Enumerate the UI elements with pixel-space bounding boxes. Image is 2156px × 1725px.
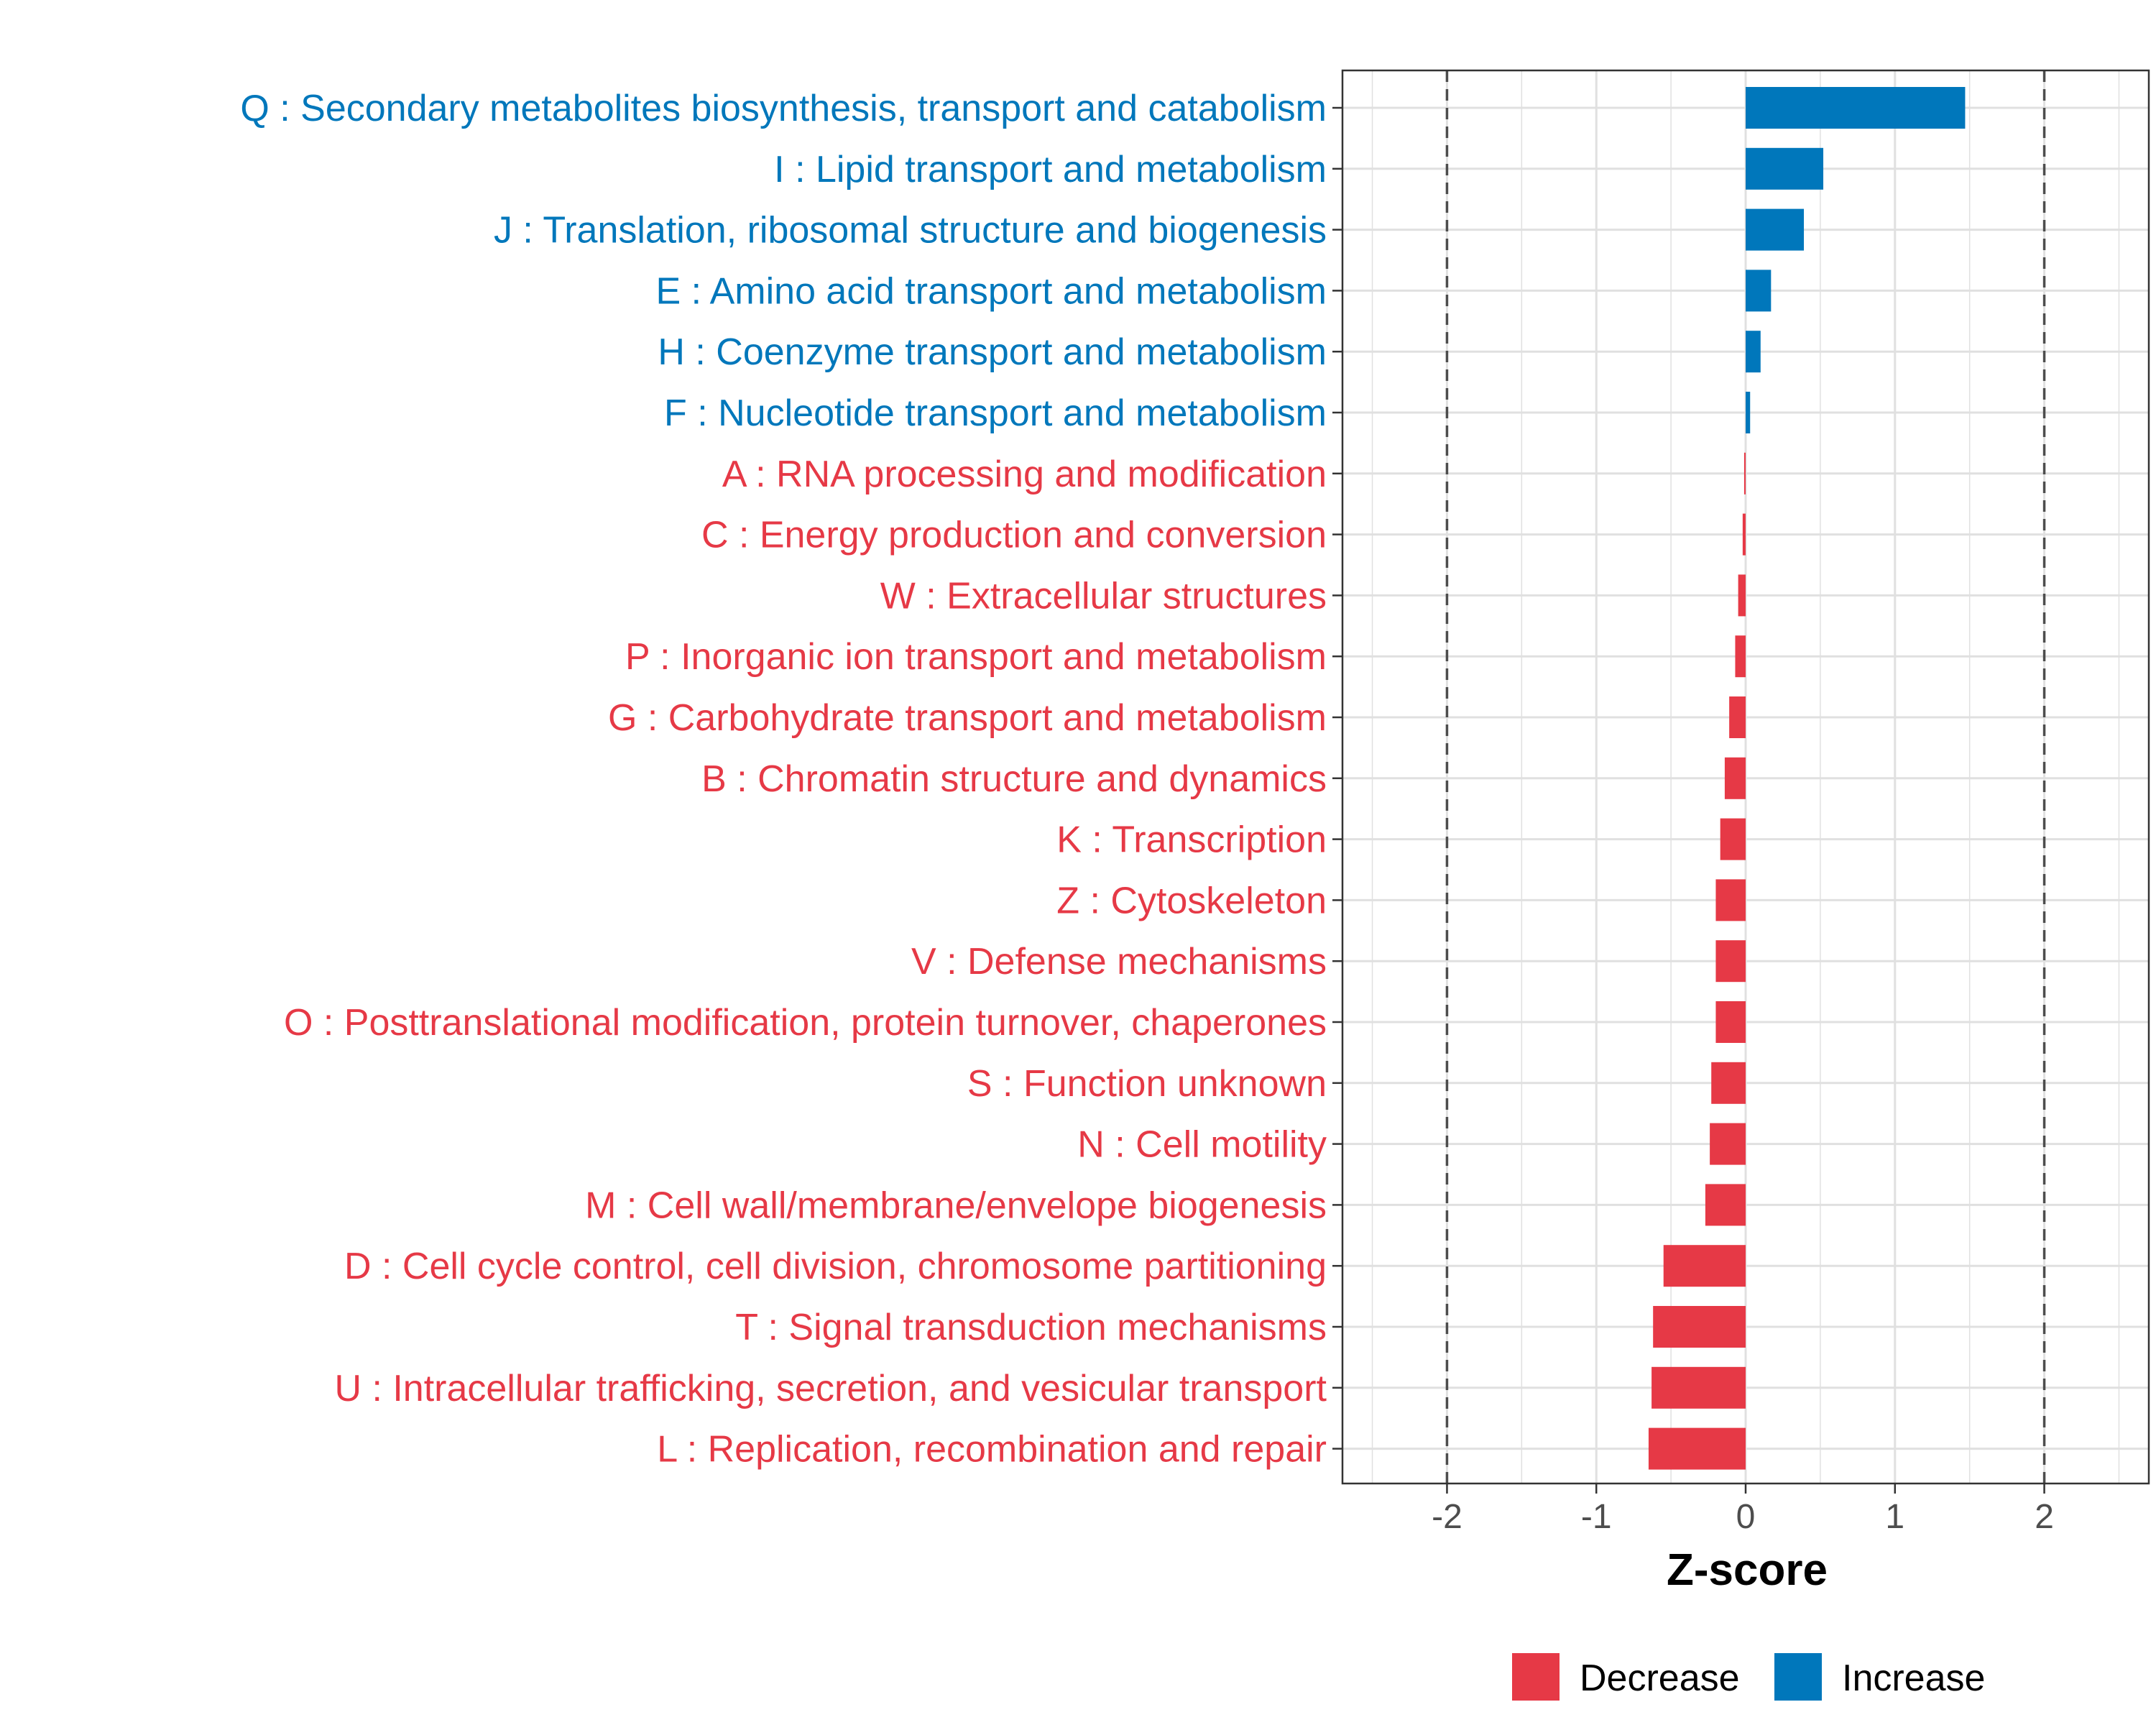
bar-decrease xyxy=(1715,1001,1746,1043)
category-label: T : Signal transduction mechanisms xyxy=(735,1307,1327,1348)
reference-lines xyxy=(1445,70,2046,1484)
category-label: U : Intracellular trafficking, secretion… xyxy=(334,1368,1327,1409)
bar-decrease xyxy=(1720,818,1746,860)
bar-decrease xyxy=(1738,574,1746,617)
category-label: G : Carbohydrate transport and metabolis… xyxy=(608,697,1327,739)
bar-decrease xyxy=(1653,1306,1746,1348)
category-label: M : Cell wall/membrane/envelope biogenes… xyxy=(585,1184,1327,1226)
x-tick-label: 0 xyxy=(1736,1498,1756,1536)
legend-label-increase: Increase xyxy=(1842,1657,1985,1699)
bar-decrease xyxy=(1651,1366,1746,1409)
legend: Decrease Increase xyxy=(1512,1653,1985,1701)
category-label: F : Nucleotide transport and metabolism xyxy=(664,392,1327,434)
bar-decrease xyxy=(1742,513,1746,556)
x-tick-label: 2 xyxy=(2035,1498,2054,1536)
bar-decrease xyxy=(1705,1184,1746,1226)
x-tick-labels: -2 -1 0 1 2 xyxy=(1432,1498,2054,1536)
category-label: E : Amino acid transport and metabolism xyxy=(655,270,1327,312)
category-label: N : Cell motility xyxy=(1077,1124,1327,1166)
bar-increase xyxy=(1746,147,1824,190)
x-tick-label: -2 xyxy=(1432,1498,1462,1536)
category-label: V : Defense mechanisms xyxy=(911,941,1327,983)
bar-decrease xyxy=(1710,1123,1746,1165)
bar-decrease xyxy=(1715,879,1746,921)
category-label: W : Extracellular structures xyxy=(880,575,1327,617)
category-label: Z : Cytoskeleton xyxy=(1056,880,1327,921)
category-label: S : Function unknown xyxy=(967,1063,1327,1105)
bar-increase xyxy=(1746,208,1805,251)
category-label: K : Transcription xyxy=(1056,819,1327,861)
category-label: I : Lipid transport and metabolism xyxy=(774,149,1327,190)
bar-decrease xyxy=(1715,940,1746,983)
legend-swatch-increase xyxy=(1774,1653,1822,1701)
legend-swatch-decrease xyxy=(1512,1653,1560,1701)
category-label: O : Posttranslational modification, prot… xyxy=(284,1002,1327,1044)
category-label: L : Replication, recombination and repai… xyxy=(657,1429,1327,1471)
bar-increase xyxy=(1746,392,1751,433)
y-axis-ticks xyxy=(1332,106,1342,1450)
x-tick-label: -1 xyxy=(1581,1498,1612,1536)
x-axis-title: Z-score xyxy=(1667,1545,1828,1595)
bar-increase xyxy=(1746,270,1772,312)
bar-decrease xyxy=(1648,1427,1746,1470)
bar-decrease xyxy=(1735,635,1746,678)
bars xyxy=(1648,87,1966,1470)
bar-decrease xyxy=(1724,757,1746,799)
category-label: J : Translation, ribosomal structure and… xyxy=(494,210,1327,252)
bar-increase xyxy=(1746,331,1761,373)
category-labels: Q : Secondary metabolites biosynthesis, … xyxy=(240,88,1327,1471)
category-label: P : Inorganic ion transport and metaboli… xyxy=(625,636,1327,678)
x-tick-label: 1 xyxy=(1885,1498,1904,1536)
category-label: B : Chromatin structure and dynamics xyxy=(701,758,1327,800)
category-label: Q : Secondary metabolites biosynthesis, … xyxy=(240,88,1327,129)
category-label: A : RNA processing and modification xyxy=(722,454,1327,495)
category-label: C : Energy production and conversion xyxy=(701,515,1327,556)
x-axis-ticks xyxy=(1446,1484,2045,1494)
category-label: H : Coenzyme transport and metabolism xyxy=(658,331,1327,373)
category-label: D : Cell cycle control, cell division, c… xyxy=(344,1246,1327,1287)
bar-decrease xyxy=(1729,696,1746,738)
legend-label-decrease: Decrease xyxy=(1580,1657,1740,1699)
bar-decrease xyxy=(1743,452,1746,494)
bar-increase xyxy=(1746,87,1966,129)
bar-decrease xyxy=(1711,1062,1746,1104)
bar-decrease xyxy=(1663,1245,1746,1287)
